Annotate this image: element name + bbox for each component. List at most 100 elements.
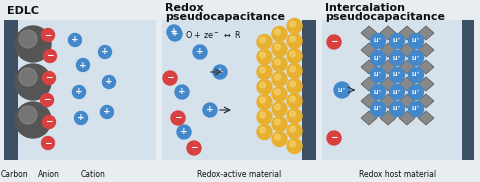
Text: Li⁺: Li⁺ (374, 39, 382, 43)
Text: O + ze$^-$ $\leftrightarrow$ R: O + ze$^-$ $\leftrightarrow$ R (185, 29, 241, 39)
Text: −: − (330, 134, 338, 143)
Circle shape (287, 108, 302, 124)
Polygon shape (418, 60, 434, 74)
Circle shape (289, 96, 295, 102)
Text: +: + (77, 114, 85, 122)
Polygon shape (380, 94, 396, 108)
Polygon shape (380, 26, 396, 40)
Circle shape (408, 50, 423, 66)
Circle shape (40, 94, 53, 106)
Polygon shape (399, 111, 415, 125)
Circle shape (19, 106, 37, 124)
Circle shape (389, 84, 405, 100)
Circle shape (275, 29, 280, 35)
Bar (159, 0, 162, 182)
Circle shape (74, 112, 87, 124)
Circle shape (100, 106, 113, 118)
Polygon shape (418, 26, 434, 40)
Circle shape (287, 48, 302, 64)
Circle shape (260, 112, 265, 118)
Text: Li⁺: Li⁺ (374, 72, 382, 78)
Circle shape (257, 64, 272, 80)
Circle shape (289, 36, 295, 42)
Text: Li⁺: Li⁺ (412, 72, 420, 78)
Circle shape (275, 44, 280, 50)
Circle shape (275, 104, 280, 110)
Text: Li⁺: Li⁺ (412, 56, 420, 60)
Circle shape (389, 50, 405, 66)
Circle shape (371, 33, 385, 48)
Circle shape (19, 30, 37, 48)
Text: +: + (206, 106, 214, 114)
Circle shape (275, 134, 280, 140)
Text: +: + (178, 88, 186, 96)
Text: +: + (216, 68, 224, 76)
Circle shape (327, 35, 341, 49)
Circle shape (289, 51, 295, 57)
Circle shape (287, 19, 302, 33)
Text: Carbon: Carbon (0, 170, 28, 179)
Polygon shape (418, 43, 434, 57)
Circle shape (272, 116, 287, 132)
Text: +: + (79, 60, 87, 70)
Circle shape (15, 102, 51, 138)
Polygon shape (418, 94, 434, 108)
Text: +: + (171, 29, 179, 39)
Text: pseudocapacitance: pseudocapacitance (165, 12, 285, 22)
Circle shape (260, 37, 265, 43)
Circle shape (76, 58, 89, 72)
Circle shape (287, 139, 302, 153)
Polygon shape (399, 94, 415, 108)
Circle shape (408, 102, 423, 116)
Circle shape (371, 102, 385, 116)
Circle shape (389, 68, 405, 82)
Bar (302, 20, 316, 160)
Circle shape (287, 78, 302, 94)
Circle shape (257, 94, 272, 110)
Text: Li⁺: Li⁺ (393, 72, 401, 78)
Text: +: + (75, 88, 83, 96)
Circle shape (327, 131, 341, 145)
Circle shape (272, 132, 287, 147)
Polygon shape (399, 60, 415, 74)
Circle shape (272, 102, 287, 116)
Text: Li⁺: Li⁺ (374, 56, 382, 60)
Text: −: − (44, 139, 52, 147)
Circle shape (257, 110, 272, 124)
Circle shape (257, 124, 272, 139)
Circle shape (289, 111, 295, 117)
Bar (319, 0, 322, 182)
Circle shape (168, 27, 182, 41)
Text: −: − (330, 37, 338, 46)
Text: +: + (170, 27, 178, 37)
Circle shape (177, 125, 191, 139)
Text: EDLC: EDLC (7, 6, 39, 16)
Text: +: + (180, 128, 188, 136)
Text: Redox: Redox (165, 3, 204, 13)
Polygon shape (361, 60, 377, 74)
Text: −: − (45, 118, 53, 126)
Text: Redox-active material: Redox-active material (197, 170, 281, 179)
Circle shape (289, 141, 295, 147)
Text: −: − (190, 143, 198, 153)
Circle shape (371, 68, 385, 82)
Circle shape (44, 50, 57, 62)
Circle shape (260, 52, 265, 58)
Circle shape (213, 65, 227, 79)
Bar (4, 20, 18, 160)
Circle shape (272, 86, 287, 102)
Text: −: − (45, 74, 53, 82)
Polygon shape (380, 111, 396, 125)
Polygon shape (361, 43, 377, 57)
Text: Li⁺: Li⁺ (374, 90, 382, 94)
Circle shape (15, 64, 51, 100)
Circle shape (287, 33, 302, 48)
Polygon shape (361, 26, 377, 40)
Circle shape (98, 46, 111, 58)
Polygon shape (361, 111, 377, 125)
Circle shape (69, 33, 82, 46)
Circle shape (287, 64, 302, 78)
Bar (322, 20, 474, 160)
Circle shape (272, 72, 287, 86)
Circle shape (289, 66, 295, 72)
